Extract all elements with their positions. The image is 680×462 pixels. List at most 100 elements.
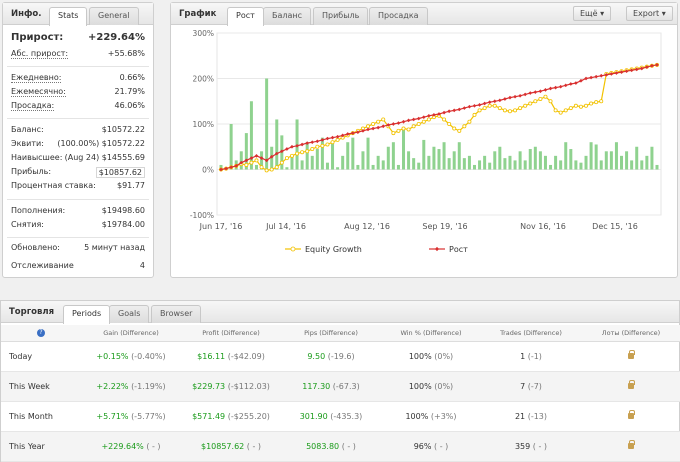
trades-value: 359 bbox=[514, 441, 531, 451]
gain-value: +229.64% bbox=[88, 32, 145, 43]
equity-point bbox=[573, 103, 578, 108]
highest-label: Наивысшее: bbox=[11, 153, 63, 162]
profit-bar bbox=[260, 151, 264, 170]
lock-icon[interactable] bbox=[628, 439, 635, 449]
growth-point bbox=[533, 90, 538, 94]
win-value: 96% bbox=[413, 441, 432, 451]
equity-point bbox=[381, 117, 386, 122]
export-button[interactable]: Export ▾ bbox=[626, 6, 673, 21]
equity-point bbox=[502, 108, 507, 113]
growth-point bbox=[305, 141, 310, 145]
profit-bar bbox=[564, 142, 568, 170]
more-label: Ещё bbox=[580, 9, 598, 18]
deposits-row: Пополнения: $19498.60 bbox=[11, 206, 145, 220]
interest-label: Процентная ставка: bbox=[11, 181, 96, 190]
tab-profit[interactable]: Прибыль bbox=[313, 7, 369, 25]
equity-point bbox=[264, 168, 269, 173]
equity-point bbox=[284, 156, 289, 161]
growth-point bbox=[361, 128, 365, 133]
equity-point bbox=[482, 106, 487, 111]
trades-cell: 21 (-13) bbox=[481, 401, 581, 432]
gain-diff: (-0.40%) bbox=[131, 351, 166, 361]
growth-point bbox=[548, 86, 553, 91]
tab-browser[interactable]: Browser bbox=[151, 305, 202, 323]
tab-drawdown[interactable]: Просадка bbox=[369, 7, 428, 25]
equity-point bbox=[487, 103, 492, 108]
equity-point bbox=[497, 106, 502, 111]
pips-value: 9.50 bbox=[307, 351, 326, 361]
profit-diff: (-$112.03) bbox=[227, 381, 270, 391]
daily-value: 0.66% bbox=[119, 73, 145, 82]
monthly-label[interactable]: Ежемесячно: bbox=[11, 87, 66, 97]
growth-point bbox=[274, 151, 279, 156]
updated-label: Обновлено: bbox=[11, 243, 60, 252]
growth-point bbox=[411, 117, 416, 122]
profit-bar bbox=[483, 155, 487, 170]
tab-stats[interactable]: Stats bbox=[49, 7, 88, 26]
equity-point bbox=[244, 162, 249, 167]
y-tick-label: -100% bbox=[190, 211, 214, 220]
drawdown-label[interactable]: Просадка: bbox=[11, 101, 55, 111]
profit-bar bbox=[437, 149, 441, 170]
profit-value: $229.73 bbox=[192, 381, 226, 391]
equity-point bbox=[371, 122, 376, 127]
tab-periods[interactable]: Periods bbox=[63, 305, 111, 324]
tab-goals[interactable]: Goals bbox=[109, 305, 150, 323]
lock-icon[interactable] bbox=[628, 349, 635, 359]
divider bbox=[7, 66, 149, 67]
chevron-down-icon: ▾ bbox=[661, 9, 666, 18]
divider bbox=[7, 118, 149, 119]
growth-point bbox=[619, 70, 624, 74]
profit-bar bbox=[285, 167, 289, 170]
table-header-row: ? Gain (Difference) Profit (Difference) … bbox=[1, 325, 680, 342]
x-tick-label: Dec 15, '16 bbox=[592, 222, 638, 231]
profit-bar bbox=[467, 155, 471, 170]
profit-cell: $16.11 (-$42.09) bbox=[181, 341, 281, 372]
profit-bar bbox=[508, 155, 512, 170]
info-icon[interactable]: ? bbox=[37, 329, 45, 338]
interest-row: Процентная ставка: $91.77 bbox=[11, 181, 145, 195]
lock-icon[interactable] bbox=[628, 409, 635, 419]
more-button[interactable]: Ещё ▾ bbox=[573, 6, 612, 21]
profit-bar bbox=[589, 142, 593, 170]
equity-point bbox=[289, 153, 294, 158]
equity-point bbox=[249, 160, 254, 165]
growth-chart[interactable]: 300% 200% 100% 0% -100% Jun 17, '16 Jul 14, '1… bbox=[171, 25, 677, 277]
win-cell: 100% (+3%) bbox=[381, 401, 481, 432]
profit-bar bbox=[300, 160, 304, 170]
profit-bar bbox=[254, 164, 258, 170]
profit-bar bbox=[518, 151, 522, 170]
profit-bar bbox=[371, 164, 375, 170]
highest-row: Наивысшее: (Aug 24) $14555.69 bbox=[11, 153, 145, 167]
daily-label[interactable]: Ежедневно: bbox=[11, 73, 62, 83]
trades-value: 21 bbox=[514, 411, 526, 421]
profit-bar bbox=[630, 160, 634, 170]
profit-bar bbox=[310, 155, 314, 170]
lock-icon[interactable] bbox=[628, 379, 635, 389]
win-diff: (0%) bbox=[434, 351, 454, 361]
growth-point bbox=[482, 101, 487, 106]
column-header: Profit (Difference) bbox=[181, 325, 281, 342]
equity-point bbox=[310, 147, 315, 152]
tab-general[interactable]: General bbox=[89, 7, 139, 25]
profit-bar bbox=[594, 144, 598, 170]
growth-point bbox=[239, 160, 244, 165]
interest-value: $91.77 bbox=[117, 181, 145, 190]
info-title: Инфо. bbox=[11, 9, 42, 19]
profit-bar bbox=[336, 167, 340, 170]
pips-diff: (-19.6) bbox=[327, 351, 355, 361]
equity-point bbox=[421, 119, 426, 124]
tab-balance[interactable]: Баланс bbox=[263, 7, 312, 25]
abs-gain-label[interactable]: Абс. прирост: bbox=[11, 49, 69, 59]
equity-point bbox=[442, 117, 447, 122]
equity-point bbox=[259, 165, 264, 170]
equity-point bbox=[396, 128, 401, 133]
growth-point bbox=[310, 140, 315, 145]
growth-point bbox=[315, 139, 320, 144]
profit-bar bbox=[396, 164, 400, 170]
profit-bar bbox=[599, 160, 603, 170]
tab-growth[interactable]: Рост bbox=[227, 7, 264, 26]
legend-growth-label: Рост bbox=[449, 245, 468, 254]
pips-diff: (-67.3) bbox=[332, 381, 360, 391]
equity-point bbox=[457, 128, 462, 133]
